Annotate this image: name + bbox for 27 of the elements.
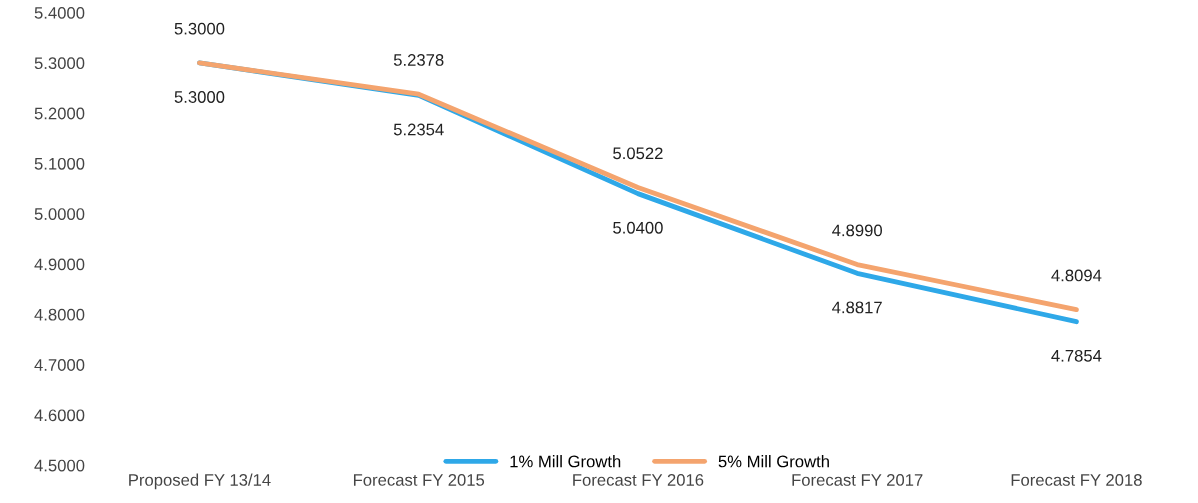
x-tick-label: Forecast FY 2015 xyxy=(353,474,485,486)
data-label: 5.0522 xyxy=(613,147,663,160)
legend-label: 1% Mill Growth xyxy=(510,455,621,468)
y-tick-label: 5.0000 xyxy=(34,208,85,220)
y-tick-label: 4.6000 xyxy=(34,409,85,422)
legend-label: 5% Mill Growth xyxy=(718,455,829,468)
y-tick-label: 4.8000 xyxy=(34,308,85,321)
x-tick-label: Forecast FY 2016 xyxy=(573,474,704,486)
x-tick-label: Proposed FY 13/14 xyxy=(129,473,271,490)
data-label: 5.2354 xyxy=(393,123,444,136)
data-label: 5.2378 xyxy=(393,54,444,66)
y-tick-label: 4.7000 xyxy=(34,359,85,371)
data-label: 5.3000 xyxy=(174,22,225,35)
data-label: 4.8094 xyxy=(1051,269,1102,282)
data-label: 5.3000 xyxy=(174,91,225,103)
y-tick-label: 5.1000 xyxy=(34,157,85,170)
y-tick-label: 4.5000 xyxy=(34,459,85,472)
x-tick-label: Forecast FY 2018 xyxy=(1011,474,1142,486)
data-label: 4.8817 xyxy=(832,301,882,314)
data-label: 5.0400 xyxy=(613,221,663,234)
y-tick-label: 5.2000 xyxy=(34,107,85,120)
data-label: 4.7854 xyxy=(1051,349,1102,362)
data-label: 4.8990 xyxy=(832,224,883,237)
y-tick-label: 5.3000 xyxy=(34,57,85,70)
y-tick-label: 4.9000 xyxy=(34,258,85,271)
x-tick-label: Forecast FY 2017 xyxy=(792,474,923,486)
y-tick-label: 5.4000 xyxy=(34,6,85,19)
